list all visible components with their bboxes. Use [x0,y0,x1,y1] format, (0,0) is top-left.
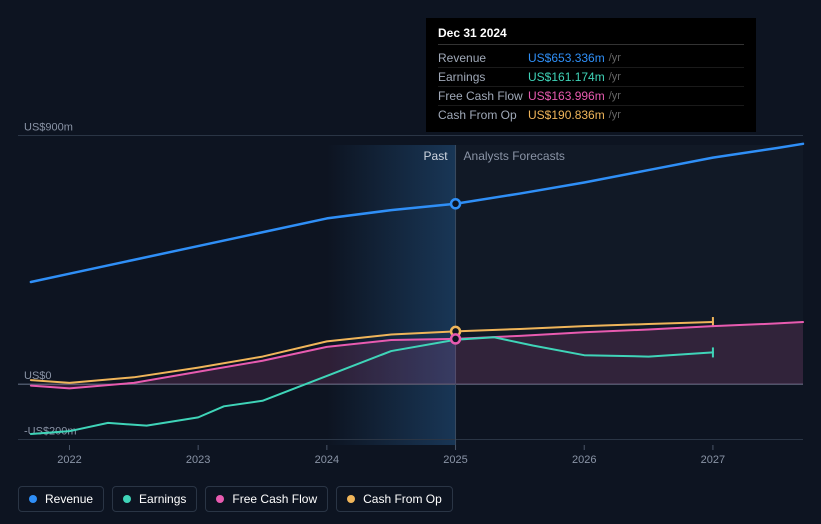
tooltip-row-value: US$161.174m [528,70,605,84]
svg-text:2024: 2024 [315,454,339,466]
tooltip-row-value: US$653.336m [528,51,605,65]
svg-text:2025: 2025 [443,454,467,466]
legend-item-cash_from_op[interactable]: Cash From Op [336,486,453,512]
legend-label: Earnings [139,492,186,506]
tooltip-row-unit: /yr [609,52,621,64]
tooltip-row: Free Cash FlowUS$163.996m/yr [438,87,744,106]
svg-text:US$900m: US$900m [24,122,73,134]
legend-dot [29,495,37,503]
chart-tooltip: Dec 31 2024 RevenueUS$653.336m/yrEarning… [426,18,756,132]
svg-text:2023: 2023 [186,454,210,466]
tooltip-row-unit: /yr [609,90,621,102]
legend-dot [123,495,131,503]
legend-item-revenue[interactable]: Revenue [18,486,104,512]
legend-dot [216,495,224,503]
tooltip-row-value: US$190.836m [528,108,605,122]
legend-label: Free Cash Flow [232,492,317,506]
tooltip-row: Cash From OpUS$190.836m/yr [438,106,744,124]
legend-item-earnings[interactable]: Earnings [112,486,197,512]
chart-container: -US$200mUS$0US$900m202220232024202520262… [0,0,821,524]
tooltip-row: EarningsUS$161.174m/yr [438,68,744,87]
tooltip-row-unit: /yr [609,109,621,121]
tooltip-row-label: Cash From Op [438,108,528,122]
tooltip-row-unit: /yr [609,71,621,83]
chart-legend: Revenue Earnings Free Cash Flow Cash From O… [18,486,453,512]
svg-text:2022: 2022 [57,454,81,466]
legend-dot [347,495,355,503]
tooltip-row-value: US$163.996m [528,89,605,103]
tooltip-date: Dec 31 2024 [438,26,744,45]
tooltip-row-label: Revenue [438,51,528,65]
svg-text:2027: 2027 [701,454,725,466]
tooltip-row-label: Earnings [438,70,528,84]
svg-text:Past: Past [424,149,449,163]
legend-label: Cash From Op [363,492,442,506]
tooltip-row-label: Free Cash Flow [438,89,528,103]
tooltip-row: RevenueUS$653.336m/yr [438,49,744,68]
svg-text:Analysts Forecasts: Analysts Forecasts [464,149,565,163]
legend-label: Revenue [45,492,93,506]
legend-item-free_cash_flow[interactable]: Free Cash Flow [205,486,328,512]
svg-text:2026: 2026 [572,454,596,466]
